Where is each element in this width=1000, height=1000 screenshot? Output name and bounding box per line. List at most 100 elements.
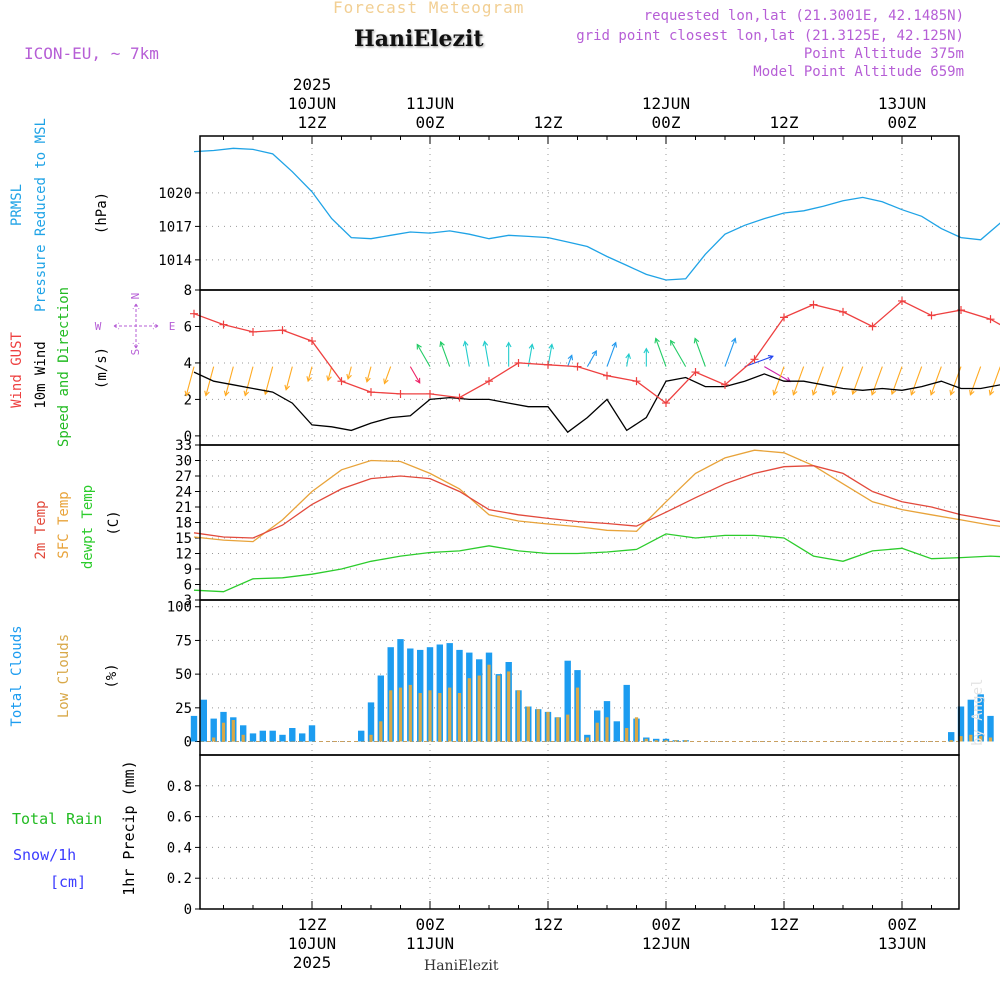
bottom-time-label: 12Z xyxy=(298,915,327,934)
wind-arrow-head xyxy=(439,340,445,347)
wind-gust-marker xyxy=(868,322,877,331)
wind-arrow-head xyxy=(567,354,574,361)
total-cloud-bar xyxy=(977,694,984,742)
total-cloud-bar xyxy=(367,702,375,742)
wind-direction-arrow xyxy=(527,344,533,367)
wind-arrow-head xyxy=(243,390,250,397)
wind-direction-arrow xyxy=(307,366,313,382)
panel-frame xyxy=(199,444,960,601)
wind-gust-marker xyxy=(927,311,936,320)
pressure-unit: (hPa) xyxy=(94,192,110,234)
wind-direction-arrow xyxy=(670,340,687,367)
wind-arrow-head xyxy=(670,339,676,346)
top-time-label: 10JUN xyxy=(288,94,336,113)
wind-gust-marker xyxy=(544,360,552,369)
wind-arrow-head xyxy=(184,390,191,397)
wind-arrow-head xyxy=(890,389,897,396)
model-label: ICON-EU, ~ 7km xyxy=(24,44,159,63)
wind-direction-arrow xyxy=(244,366,254,396)
precip-unit: 1hr Precip (mm) xyxy=(120,760,138,895)
pressure-axis-tick-label: 1017 xyxy=(158,219,192,235)
compass-south: S xyxy=(129,349,142,356)
low-cloud-bar xyxy=(575,687,580,742)
low-cloud-bar xyxy=(507,671,511,742)
pressure-label-prmsl: PRMSL xyxy=(9,184,25,226)
sfc-temp-line xyxy=(193,449,1000,543)
precip-axis-tick-label: 0.4 xyxy=(167,840,192,856)
wind-label-gust: Wind GUST xyxy=(9,332,25,408)
total-cloud-bar xyxy=(564,660,571,742)
low-cloud-bar xyxy=(536,709,540,742)
temp-label-dewpt: dewpt Temp xyxy=(80,485,96,569)
wind-arrow-head xyxy=(929,389,936,396)
wind-gust-marker xyxy=(573,362,582,371)
wind-direction-arrow xyxy=(285,366,293,390)
low-cloud-bar xyxy=(448,687,452,742)
low-cloud-bar xyxy=(674,740,678,742)
wind-arrow-head xyxy=(204,390,210,397)
top-time-label: 12Z xyxy=(298,113,327,132)
low-cloud-bar xyxy=(625,728,629,742)
wind-arrow-head xyxy=(326,375,332,382)
wind-gust-marker xyxy=(455,393,464,402)
wind-gust-marker xyxy=(780,313,788,322)
compass-west: W xyxy=(95,320,102,333)
wind-axis-tick-label: 0 xyxy=(184,429,192,445)
low-cloud-bar xyxy=(467,678,471,742)
total-cloud-bar xyxy=(948,732,955,742)
wind-arrow-head xyxy=(654,337,660,344)
low-cloud-bar xyxy=(408,684,412,742)
total-cloud-bar xyxy=(240,725,247,742)
wind-arrow-head xyxy=(548,343,555,350)
station-name: HaniElezit xyxy=(354,26,484,52)
low-cloud-bar xyxy=(212,737,216,742)
top-time-label: 12Z xyxy=(534,113,563,132)
wind-direction-arrow xyxy=(724,338,736,367)
low-cloud-bar xyxy=(546,711,550,742)
wind-arrow-head xyxy=(284,384,290,391)
wind-gust-marker xyxy=(396,389,405,398)
wind-gust-marker xyxy=(514,358,523,367)
low-cloud-bar xyxy=(979,736,983,742)
temp-axis-tick-label: 21 xyxy=(175,500,192,516)
wind-axis-tick-label: 4 xyxy=(184,356,192,372)
wind-gust-marker xyxy=(308,337,316,346)
panel-frame xyxy=(199,754,960,910)
temp-axis-tick-label: 3 xyxy=(184,593,192,609)
wind-arrow-head xyxy=(416,343,422,350)
cloud-axis-tick-label: 50 xyxy=(175,667,192,683)
cloud-axis-tick-label: 0 xyxy=(184,735,192,751)
low-cloud-bar xyxy=(595,722,599,742)
pressure-series-line xyxy=(193,147,1000,281)
wind-direction-arrow xyxy=(185,366,195,396)
wind-unit: (m/s) xyxy=(94,347,110,389)
panel-frame xyxy=(199,135,960,291)
wind-gust-marker xyxy=(278,326,287,335)
temp-axis-tick-label: 24 xyxy=(175,485,192,501)
cloud-label-total: Total Clouds xyxy=(9,625,25,726)
bottom-time-label: 2025 xyxy=(293,953,332,972)
precip-axis-tick-label: 0 xyxy=(184,902,192,918)
wind-gust-marker xyxy=(691,368,700,377)
wind-direction-arrow xyxy=(327,366,333,381)
total-cloud-bar xyxy=(259,730,266,742)
bottom-time-label: 10JUN xyxy=(288,934,336,953)
low-cloud-bar xyxy=(457,693,462,742)
low-cloud-bar xyxy=(526,706,530,742)
bottom-time-label: 11JUN xyxy=(406,934,454,953)
grid-point-coords: grid point closest lon,lat (21.3125E, 42… xyxy=(576,28,964,44)
wind-gust-marker xyxy=(898,296,906,305)
wind-direction-arrow xyxy=(484,341,490,367)
low-cloud-bar xyxy=(556,717,560,742)
dewpoint-line xyxy=(193,533,1000,593)
low-cloud-bar xyxy=(959,736,963,742)
total-cloud-bar xyxy=(190,715,198,742)
wind-axis-tick-label: 2 xyxy=(184,392,192,408)
wind-axis-tick-label: 8 xyxy=(184,283,192,299)
wind-arrow-head xyxy=(811,389,818,396)
wind-direction-arrow xyxy=(347,366,352,380)
total-cloud-bar xyxy=(269,730,276,742)
wind-direction-arrow xyxy=(744,355,774,368)
temp-axis-tick-label: 30 xyxy=(175,454,192,470)
bottom-time-label: 00Z xyxy=(416,915,445,934)
